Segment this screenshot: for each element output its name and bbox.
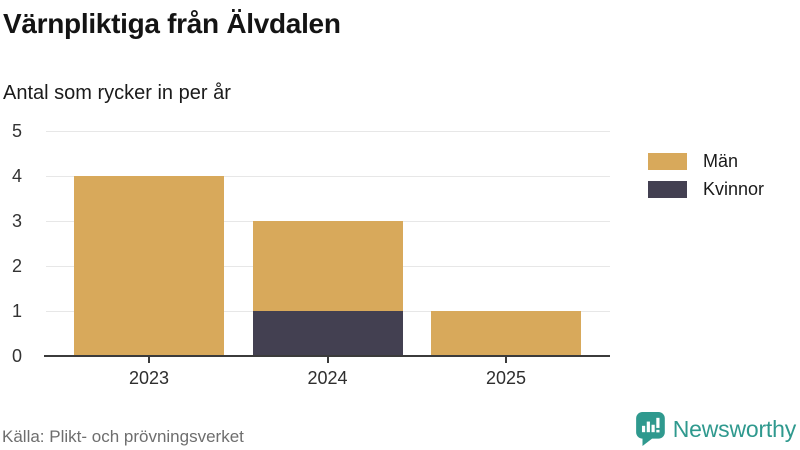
y-axis-tick-label: 5 xyxy=(11,121,22,141)
chart-subtitle: Antal som rycker in per år xyxy=(3,82,231,104)
x-axis-tick xyxy=(326,357,329,363)
y-axis-tick-label: 3 xyxy=(11,211,22,231)
source-note: Källa: Plikt- och prövningsverket xyxy=(2,427,244,446)
legend-item-women: Kvinnor xyxy=(648,178,765,199)
legend-item-men: Män xyxy=(648,150,764,171)
bar-2024-män xyxy=(252,221,403,311)
bar-2023-män xyxy=(74,176,224,356)
y-axis-tick-label: 1 xyxy=(11,301,22,321)
legend-swatch-women xyxy=(648,180,687,198)
page-title: Värnpliktiga från Älvdalen xyxy=(3,8,341,39)
legend-swatch-men xyxy=(648,152,687,170)
x-axis-tick xyxy=(505,357,507,363)
y-axis-tick-label: 4 xyxy=(11,166,22,186)
gridline-y4 xyxy=(46,175,610,177)
gridline-y5 xyxy=(46,130,610,132)
y-axis-tick-label: 2 xyxy=(11,256,22,276)
legend: Män Kvinnor xyxy=(648,150,765,208)
y-axis-tick-label: 0 xyxy=(11,346,22,366)
bar-2025-män xyxy=(431,311,581,356)
newsworthy-icon xyxy=(635,412,666,446)
brand-name: Newsworthy xyxy=(672,415,796,442)
brand-logo: Newsworthy xyxy=(635,412,796,446)
x-axis-line xyxy=(44,355,610,357)
legend-label-men: Män xyxy=(703,150,739,171)
x-axis-tick-label: 2023 xyxy=(128,368,170,388)
x-axis-tick-label: 2025 xyxy=(485,368,527,388)
x-axis-tick-label: 2024 xyxy=(307,368,348,388)
legend-label-women: Kvinnor xyxy=(703,178,765,199)
bar-2024-kvinnor xyxy=(252,311,403,356)
x-axis-tick xyxy=(148,357,150,363)
